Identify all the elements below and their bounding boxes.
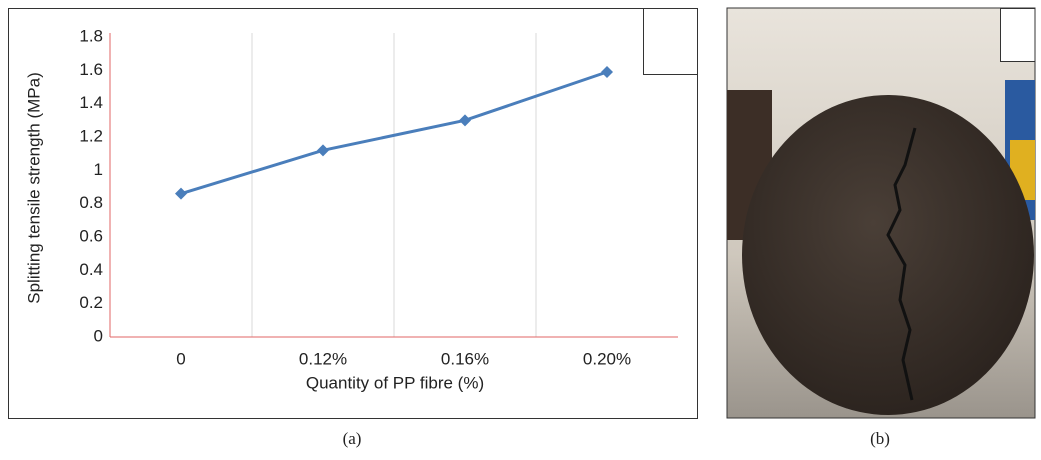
y-axis-title: Splitting tensile strength (MPa) [24, 72, 43, 304]
y-tick-label: 1.2 [79, 126, 103, 145]
y-tick-label: 0.8 [79, 193, 103, 212]
y-tick-label: 1.6 [79, 60, 103, 79]
caption: (b) [870, 429, 890, 448]
y-tick-label: 0 [94, 326, 103, 345]
y-tick-label: 0.6 [79, 226, 103, 245]
label-box [643, 8, 698, 75]
y-tick-label: 0.2 [79, 293, 103, 312]
marker [317, 144, 329, 157]
photo [726, 7, 1036, 419]
chart-frame [8, 8, 698, 419]
x-axis-title: Quantity of PP fibre (%) [306, 373, 484, 392]
line [180, 70, 608, 196]
x-tick-label: 0 [176, 349, 185, 368]
x-tick-label: 0.20% [583, 349, 631, 368]
x-tick-label: 0.12% [299, 349, 347, 368]
y-tick-label: 1.8 [79, 26, 103, 45]
y-tick-label: 1 [94, 160, 103, 179]
marker [459, 114, 471, 127]
marker [175, 187, 187, 200]
y-tick-label: 0.4 [79, 260, 103, 279]
x-tick-label: 0.16% [441, 349, 489, 368]
marker [601, 66, 613, 78]
caption: (a) [343, 429, 362, 448]
y-tick-label: 1.4 [79, 93, 103, 112]
